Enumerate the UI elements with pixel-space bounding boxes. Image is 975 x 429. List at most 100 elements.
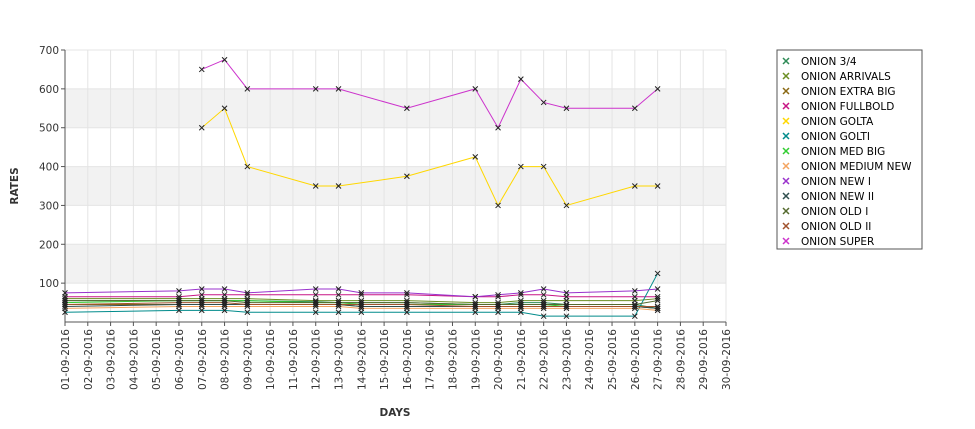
data-point-marker bbox=[221, 56, 228, 63]
x-tick-label: 13-09-2016 bbox=[334, 329, 346, 390]
legend-swatch bbox=[782, 102, 790, 110]
legend-label: ONION ARRIVALS bbox=[801, 71, 891, 83]
data-point-marker bbox=[518, 303, 524, 310]
data-point-marker bbox=[495, 202, 501, 209]
y-tick-label: 200 bbox=[39, 239, 59, 251]
legend-entry: ONION OLD I bbox=[782, 206, 868, 218]
x-tick-label: 03-09-2016 bbox=[106, 329, 118, 390]
x-tick-label: 14-09-2016 bbox=[356, 329, 368, 390]
data-point-marker bbox=[518, 301, 524, 308]
data-point-marker bbox=[244, 86, 251, 92]
legend-swatch bbox=[782, 147, 790, 155]
data-point-marker bbox=[540, 313, 547, 320]
data-point-marker bbox=[358, 291, 365, 298]
data-point-marker bbox=[221, 297, 228, 304]
data-point-marker bbox=[221, 299, 228, 306]
plot-band bbox=[65, 166, 726, 206]
data-point-marker bbox=[654, 286, 661, 292]
data-point-marker bbox=[654, 183, 661, 189]
series-line bbox=[65, 300, 658, 306]
y-tick-label: 100 bbox=[39, 278, 59, 290]
data-point-marker bbox=[312, 291, 319, 298]
data-point-marker bbox=[358, 301, 365, 308]
data-point-marker bbox=[631, 293, 638, 300]
data-point-marker bbox=[631, 303, 638, 310]
legend-entry: ONION MED BIG bbox=[782, 146, 885, 158]
legend: ONION 3/4 ONION ARRIVALS ONION EXTRA BIG ON… bbox=[776, 49, 923, 250]
x-tick-label: 17-09-2016 bbox=[425, 329, 437, 390]
data-point-marker bbox=[472, 86, 479, 92]
data-point-marker bbox=[631, 313, 638, 320]
x-tick-label: 22-09-2016 bbox=[539, 329, 551, 390]
data-point-marker bbox=[176, 288, 182, 294]
data-point-marker bbox=[654, 305, 661, 312]
legend-box bbox=[776, 49, 923, 250]
data-point-marker bbox=[404, 173, 410, 180]
legend-swatch bbox=[782, 87, 790, 95]
legend-entry: ONION NEW I bbox=[782, 176, 871, 188]
x-tick-label: 28-09-2016 bbox=[675, 329, 687, 390]
legend-entry: ONION GOLTI bbox=[782, 131, 870, 143]
legend-entry: ONION OLD II bbox=[782, 221, 871, 233]
data-point-marker bbox=[335, 291, 342, 298]
legend-items: ONION 3/4 ONION ARRIVALS ONION EXTRA BIG ON… bbox=[782, 56, 912, 248]
x-tick-label: 04-09-2016 bbox=[128, 329, 140, 390]
legend-entry: ONION MEDIUM NEW bbox=[782, 161, 912, 173]
data-point-marker bbox=[312, 309, 319, 316]
y-axis-title: RATES bbox=[9, 167, 21, 204]
data-point-marker bbox=[631, 105, 638, 112]
legend-entry: ONION 3/4 bbox=[782, 56, 857, 68]
data-point-marker bbox=[563, 301, 570, 308]
data-point-marker bbox=[221, 105, 228, 112]
legend-entry: ONION NEW II bbox=[782, 191, 874, 203]
data-point-marker bbox=[540, 291, 547, 298]
data-point-marker bbox=[540, 286, 547, 292]
series-line bbox=[64, 273, 659, 317]
legend-label: ONION NEW II bbox=[801, 191, 874, 203]
x-tick-label: 05-09-2016 bbox=[151, 329, 163, 390]
data-point-marker bbox=[404, 105, 410, 112]
data-point-marker bbox=[563, 290, 570, 296]
x-tick-label: 29-09-2016 bbox=[698, 329, 710, 390]
data-point-marker bbox=[518, 290, 524, 296]
data-point-marker bbox=[198, 124, 205, 131]
series-line bbox=[65, 298, 658, 304]
series-line bbox=[64, 302, 658, 307]
data-point-marker bbox=[198, 66, 205, 73]
data-point-marker bbox=[335, 301, 342, 308]
x-tick-label: 11-09-2016 bbox=[288, 329, 300, 390]
data-point-marker bbox=[358, 299, 365, 306]
data-point-marker bbox=[335, 299, 342, 306]
legend-swatch bbox=[782, 192, 790, 200]
data-point-marker bbox=[312, 183, 319, 189]
legend-label: ONION FULLBOLD bbox=[801, 101, 894, 113]
data-point-marker bbox=[198, 291, 205, 298]
data-point-marker bbox=[312, 301, 319, 308]
x-tick-label: 30-09-2016 bbox=[721, 329, 733, 390]
legend-swatch bbox=[782, 57, 790, 65]
gridlines bbox=[64, 49, 727, 322]
x-tick-label: 10-09-2016 bbox=[265, 329, 277, 390]
x-tick-label: 26-09-2016 bbox=[630, 329, 642, 390]
data-point-marker bbox=[563, 105, 570, 112]
data-point-marker bbox=[654, 303, 661, 310]
x-tick-label: 15-09-2016 bbox=[379, 329, 391, 390]
data-point-marker bbox=[563, 202, 570, 209]
data-point-marker bbox=[495, 293, 501, 300]
legend-swatch bbox=[782, 132, 790, 140]
x-tick-label: 18-09-2016 bbox=[447, 329, 459, 390]
legend-label: ONION NEW I bbox=[801, 176, 871, 188]
plot-band bbox=[65, 244, 726, 284]
data-point-marker bbox=[472, 293, 479, 300]
x-tick-label: 01-09-2016 bbox=[60, 329, 72, 390]
legend-label: ONION GOLTA bbox=[801, 116, 874, 128]
x-axis-title: DAYS bbox=[379, 407, 410, 419]
legend-swatch bbox=[782, 207, 790, 215]
data-point-marker bbox=[198, 297, 205, 304]
y-tick-label: 500 bbox=[39, 123, 59, 135]
legend-swatch bbox=[782, 162, 790, 170]
x-tick-label: 24-09-2016 bbox=[584, 329, 596, 390]
data-point-marker bbox=[244, 163, 251, 170]
data-point-marker bbox=[631, 183, 638, 189]
data-point-marker bbox=[518, 291, 524, 298]
